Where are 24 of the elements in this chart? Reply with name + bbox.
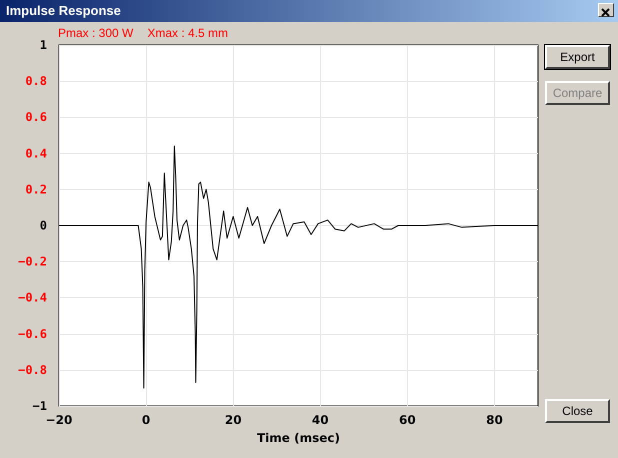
y-tick-label: −0.6 [18, 326, 47, 341]
x-axis-title: Time (msec) [257, 431, 340, 445]
x-tick-label: 0 [142, 413, 150, 427]
text: Pmax : 300 W [58, 26, 134, 40]
x-tick-label: 60 [399, 413, 416, 427]
y-tick-label: 0 [40, 218, 47, 232]
text: Compare [545, 81, 610, 105]
y-tick-label: 0.4 [25, 146, 47, 160]
x-tick-label: −20 [46, 413, 72, 427]
y-tick-label: 0.8 [25, 74, 47, 88]
y-tick-label: −1 [32, 399, 47, 413]
text: Close [545, 399, 610, 423]
y-tick-label: 0.2 [25, 182, 47, 196]
y-tick-label: −0.4 [18, 290, 47, 305]
x-tick-label: 80 [486, 413, 503, 427]
y-tick-label: −0.8 [18, 362, 47, 377]
chart-title: Impulse Response [0, 0, 618, 22]
text: Xmax : 4.5 mm [147, 26, 228, 40]
y-tick-label: 0.6 [25, 110, 47, 124]
x-tick-label: 40 [312, 413, 329, 427]
y-tick-label: 1 [40, 38, 47, 52]
y-tick-label: −0.2 [18, 254, 47, 269]
x-tick-label: 20 [224, 413, 242, 427]
text: Export [545, 45, 610, 69]
